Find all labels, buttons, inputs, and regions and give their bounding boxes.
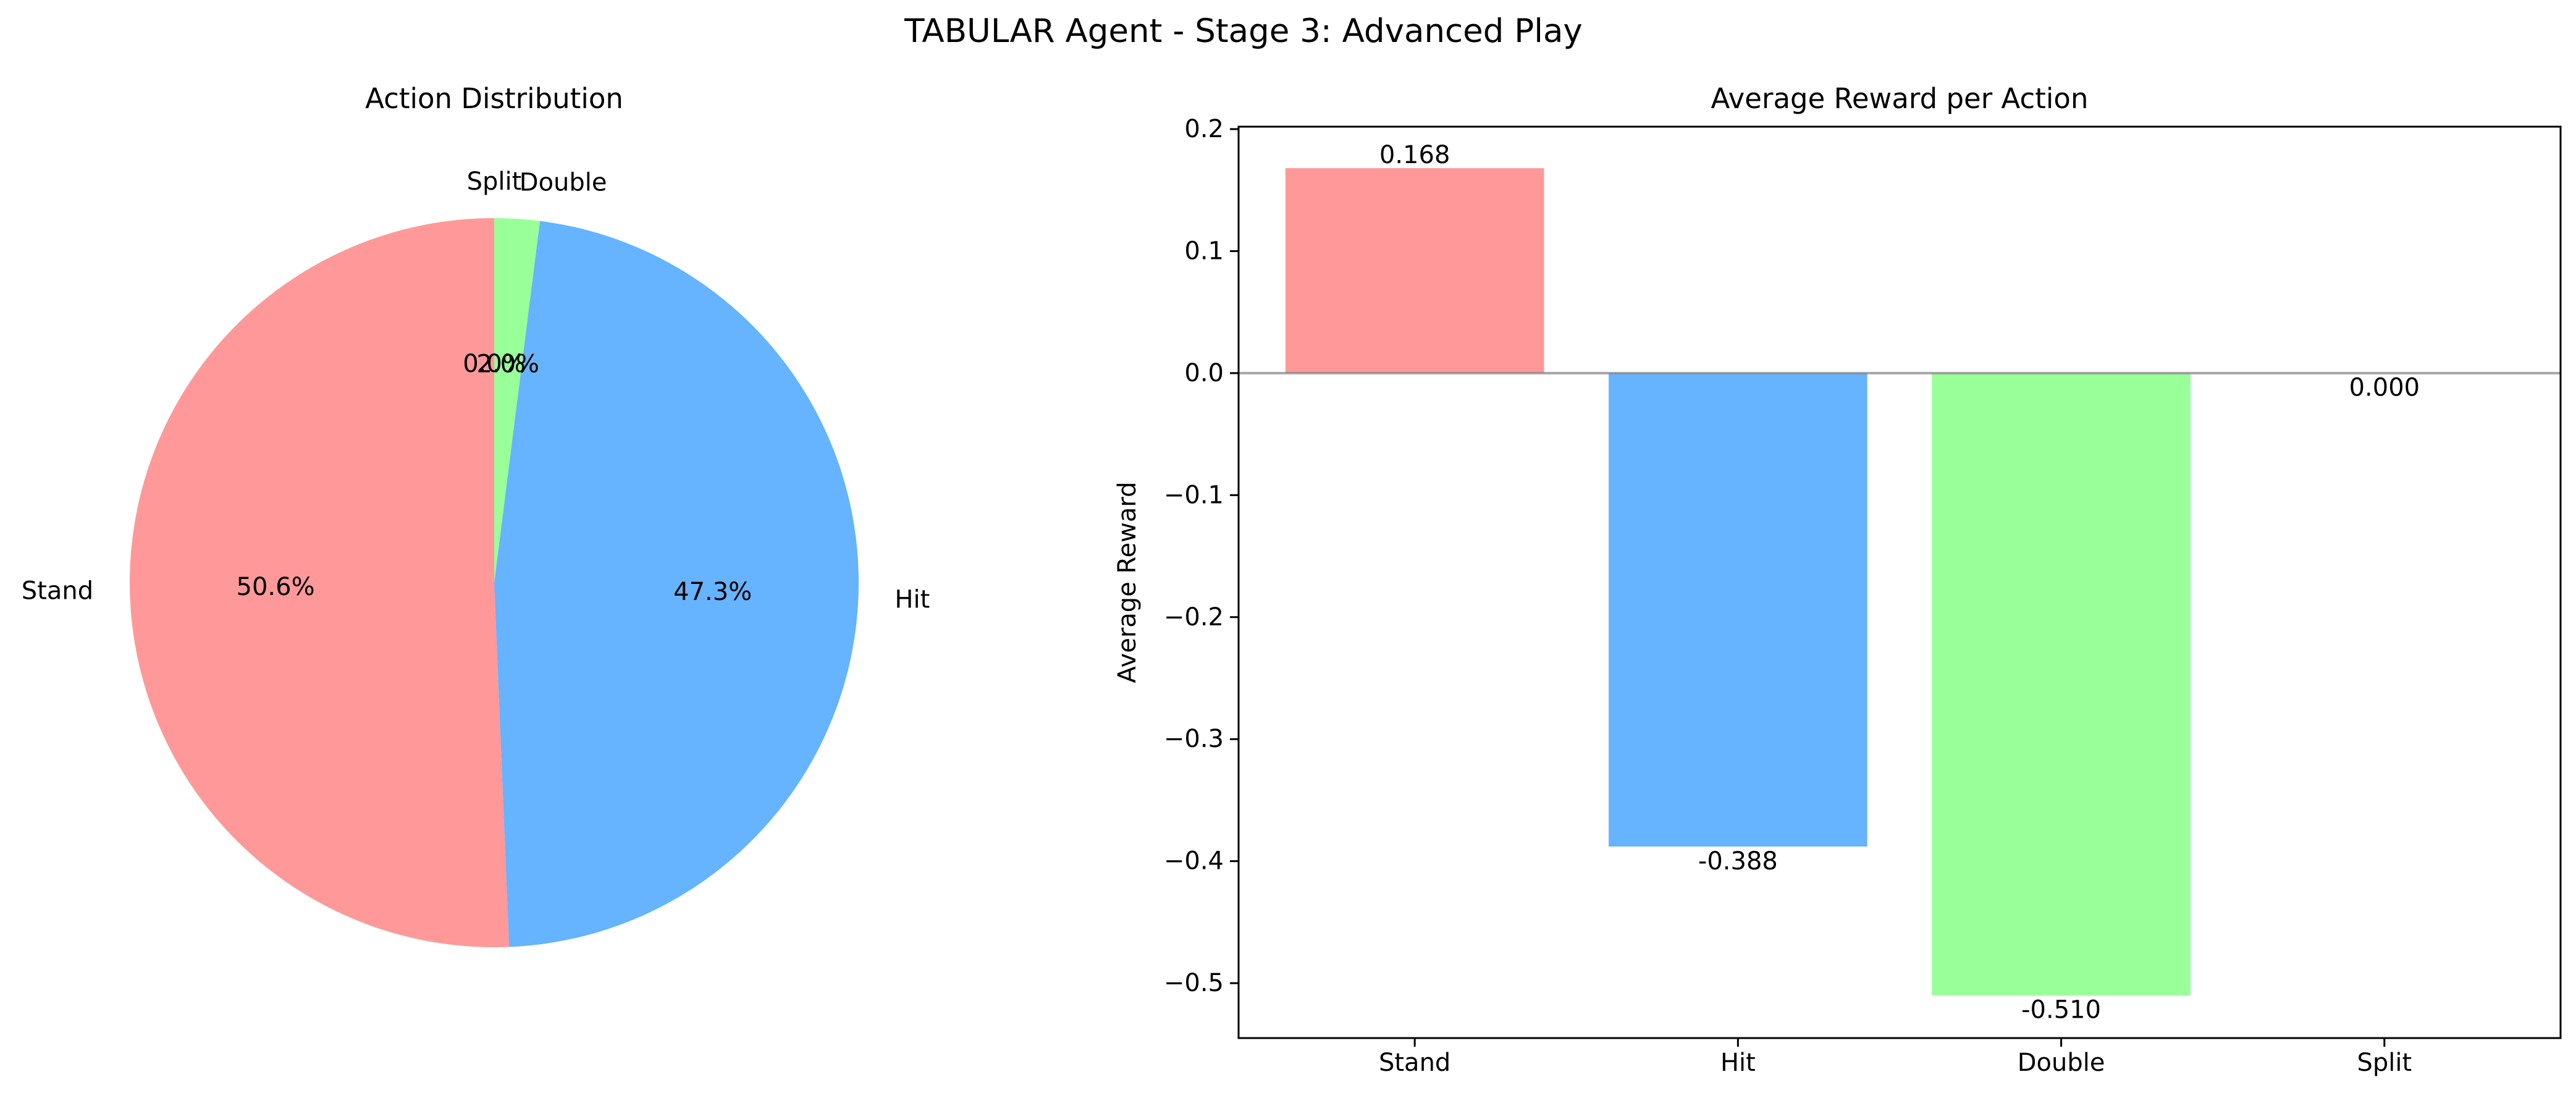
pie-slice-hit <box>494 221 859 947</box>
pie-pct-split: 0.0% <box>463 350 526 378</box>
y-axis: −0.5 −0.4 −0.3 −0.2 −0.1 0.0 0.1 0.2 <box>1164 115 1239 997</box>
x-tick-label-hit: Hit <box>1720 1049 1756 1077</box>
x-tick-label-stand: Stand <box>1379 1049 1450 1077</box>
bar-series <box>1285 168 2514 995</box>
y-tick-label: 0.2 <box>1184 115 1224 143</box>
pie-title: Action Distribution <box>365 82 623 115</box>
bar-value-double: -0.510 <box>2021 996 2101 1024</box>
y-tick-label: 0.1 <box>1184 237 1224 265</box>
pie-slices <box>130 218 859 947</box>
pie-label-hit: Hit <box>894 586 930 614</box>
y-axis-label: Average Reward <box>1113 482 1142 683</box>
pie-slice-stand <box>130 218 510 947</box>
pie-chart: Action Distribution Stand 50.6% Hit 47.3% Do… <box>22 82 930 947</box>
figure-title: TABULAR Agent - Stage 3: Advanced Play <box>904 12 1583 50</box>
bar-value-split: 0.000 <box>2349 374 2420 402</box>
pie-label-stand: Stand <box>22 576 93 605</box>
y-tick-label: −0.2 <box>1164 603 1224 631</box>
bar-value-labels: 0.168 -0.388 -0.510 0.000 <box>1379 141 2420 1024</box>
x-axis: Stand Hit Double Split <box>1379 1038 2412 1077</box>
x-tick-label-split: Split <box>2357 1049 2412 1077</box>
pie-label-double: Double <box>520 168 607 196</box>
y-tick-label: −0.3 <box>1164 725 1224 753</box>
pie-pct-stand: 50.6% <box>237 573 315 601</box>
y-tick-label: −0.4 <box>1164 847 1224 876</box>
bar-value-hit: -0.388 <box>1698 847 1778 876</box>
pie-pct-double: 2.0% <box>476 350 539 379</box>
y-tick-label: −0.1 <box>1164 481 1224 509</box>
bar-stand <box>1285 168 1544 373</box>
bar-chart: Average Reward per Action −0.5−0.4−0.3−0… <box>1113 82 2562 1077</box>
pie-slice-double <box>494 218 541 583</box>
y-tick-label: 0.0 <box>1184 359 1224 387</box>
bar-hit <box>1609 373 1867 847</box>
bar-double <box>1932 373 2191 995</box>
pie-label-split: Split <box>467 167 522 196</box>
pie-labels: Stand 50.6% Hit 47.3% Double 2.0% Split 0.0% <box>22 167 930 614</box>
bar-value-stand: 0.168 <box>1379 141 1450 169</box>
pie-pct-hit: 47.3% <box>673 578 752 606</box>
y-tick-label: −0.5 <box>1164 969 1224 997</box>
axes-frame <box>1237 125 2562 1039</box>
bar-title: Average Reward per Action <box>1711 82 2089 115</box>
x-tick-label-double: Double <box>2018 1049 2105 1077</box>
